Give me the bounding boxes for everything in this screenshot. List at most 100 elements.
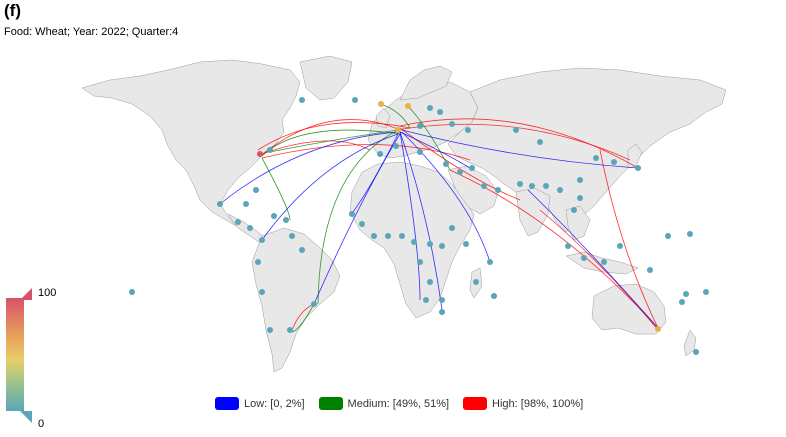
- node: [473, 279, 479, 285]
- node: [267, 147, 273, 153]
- node: [647, 267, 653, 273]
- node: [283, 217, 289, 223]
- node: [417, 123, 423, 129]
- southeast-asia: [565, 205, 591, 241]
- node: [217, 201, 223, 207]
- flow-high: [261, 144, 471, 161]
- node: [129, 289, 135, 295]
- flow-low: [401, 129, 639, 169]
- node: [417, 259, 423, 265]
- map-subtitle: Food: Wheat; Year: 2022; Quarter:4: [4, 26, 179, 38]
- node: [255, 259, 261, 265]
- node: [437, 109, 443, 115]
- legend-label-low: Low: [0, 2%]: [244, 397, 305, 410]
- node: [481, 183, 487, 189]
- node: [427, 241, 433, 247]
- node: [683, 291, 689, 297]
- node: [601, 259, 607, 265]
- node: [247, 225, 253, 231]
- south-america: [251, 227, 341, 373]
- node: [385, 233, 391, 239]
- node: [449, 225, 455, 231]
- node: [259, 289, 265, 295]
- node: [427, 105, 433, 111]
- color-scale: 100 0: [6, 287, 56, 433]
- scale-max-label: 100: [38, 287, 57, 299]
- flow-high: [539, 209, 659, 331]
- flow-high: [259, 119, 401, 157]
- node: [439, 309, 445, 315]
- node: [378, 101, 384, 107]
- flow-medium: [269, 129, 399, 153]
- flow-low: [401, 131, 491, 263]
- flow-medium: [317, 129, 399, 305]
- node: [571, 207, 577, 213]
- node: [495, 187, 501, 193]
- node: [395, 127, 401, 133]
- node: [253, 187, 259, 193]
- legend-item-medium[interactable]: Medium: [49%, 51%]: [318, 397, 450, 410]
- flow-high: [257, 122, 411, 151]
- node: [693, 349, 699, 355]
- node: [235, 219, 241, 225]
- node: [393, 143, 399, 149]
- flow-low: [349, 129, 401, 217]
- node: [513, 127, 519, 133]
- node: [299, 97, 305, 103]
- node: [543, 183, 549, 189]
- node: [352, 97, 358, 103]
- node: [439, 243, 445, 249]
- node: [417, 149, 423, 155]
- flow-high: [261, 140, 371, 155]
- country-nodes: [129, 97, 709, 355]
- node: [427, 279, 433, 285]
- node: [469, 165, 475, 171]
- node: [299, 247, 305, 253]
- asia: [447, 67, 727, 233]
- node: [411, 239, 417, 245]
- australia: [591, 283, 667, 335]
- node: [377, 151, 383, 157]
- legend-item-high[interactable]: High: [98%, 100%]: [463, 397, 583, 410]
- legend: Low: [0, 2%] Medium: [49%, 51%] High: [9…: [215, 397, 583, 410]
- flow-low: [261, 133, 399, 241]
- scale-gradient-bar: [6, 298, 24, 411]
- legend-swatch-low: [215, 397, 239, 410]
- legend-label-medium: Medium: [49%, 51%]: [347, 397, 450, 410]
- node: [577, 177, 583, 183]
- node: [593, 155, 599, 161]
- node: [289, 233, 295, 239]
- node: [557, 187, 563, 193]
- japan: [627, 143, 643, 169]
- node: [529, 183, 535, 189]
- legend-item-low[interactable]: Low: [0, 2%]: [215, 397, 305, 410]
- north-america: [81, 59, 301, 227]
- legend-swatch-medium: [318, 397, 343, 410]
- flow-low: [399, 131, 443, 311]
- flow-low: [219, 131, 399, 205]
- node: [311, 301, 317, 307]
- node: [443, 161, 449, 167]
- node: [457, 169, 463, 175]
- node: [287, 327, 293, 333]
- new-zealand: [683, 329, 697, 357]
- node: [371, 233, 377, 239]
- greenland: [299, 55, 353, 101]
- node: [465, 127, 471, 133]
- node: [617, 243, 623, 249]
- node: [655, 326, 661, 332]
- node: [243, 201, 249, 207]
- india: [515, 187, 551, 237]
- scale-min-triangle: [20, 411, 32, 423]
- scale-min-label: 0: [38, 418, 45, 430]
- node: [463, 241, 469, 247]
- node: [565, 243, 571, 249]
- node: [423, 297, 429, 303]
- node: [537, 139, 543, 145]
- flow-low: [399, 131, 421, 301]
- node: [635, 165, 641, 171]
- node: [577, 195, 583, 201]
- node: [679, 299, 685, 305]
- node: [259, 237, 265, 243]
